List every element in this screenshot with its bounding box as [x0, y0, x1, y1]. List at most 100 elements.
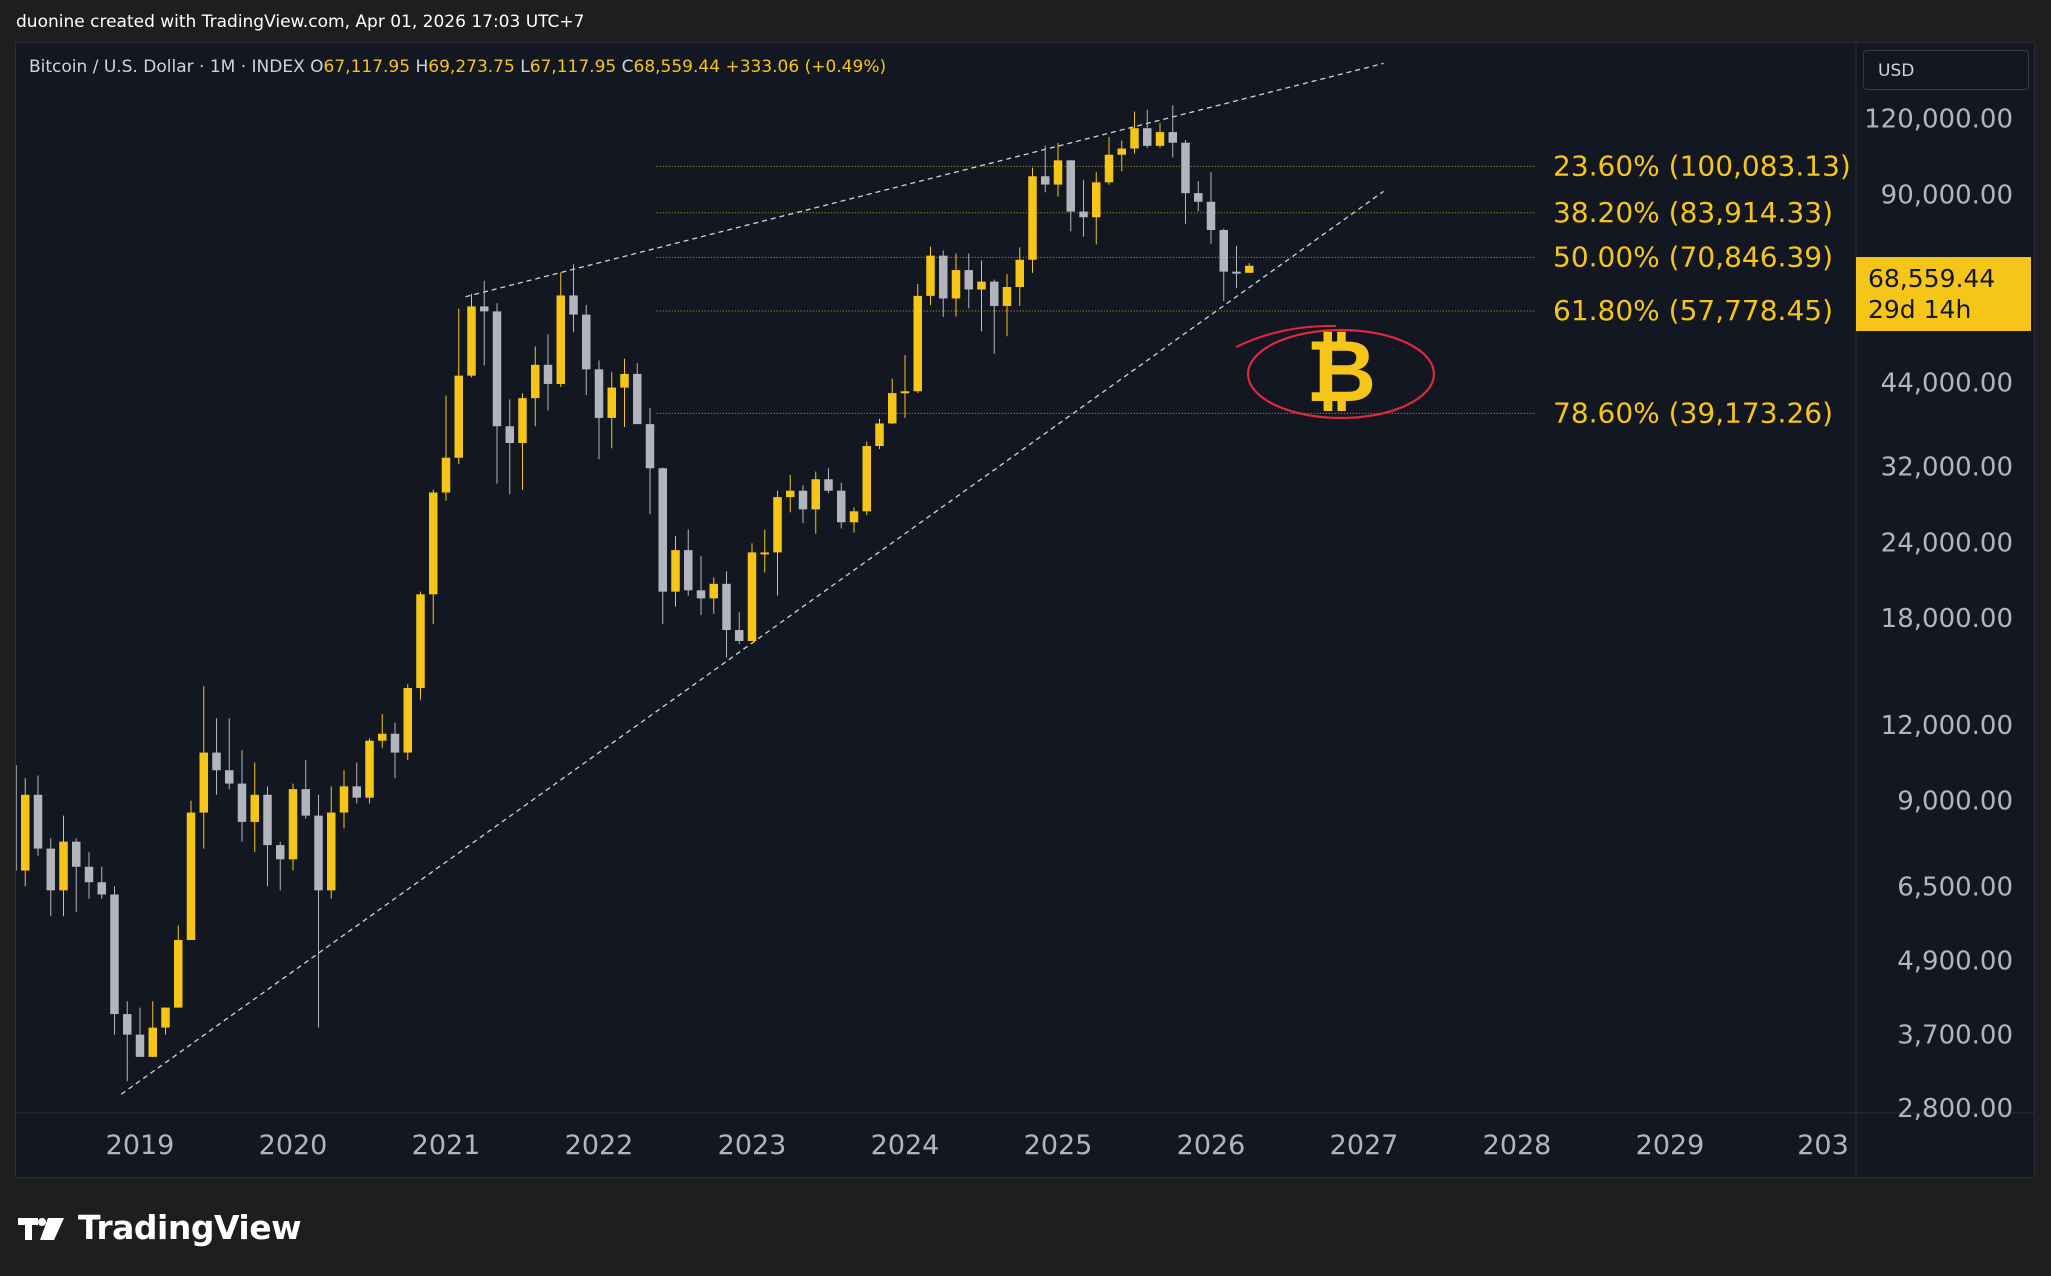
candle-body — [747, 552, 757, 641]
open-value: 67,117.95 — [323, 57, 411, 77]
y-tick-label: 32,000.00 — [1881, 453, 2013, 483]
candle-body — [352, 786, 361, 798]
candle-body — [786, 490, 795, 498]
candle-body — [148, 1027, 157, 1057]
candle-body — [849, 511, 859, 523]
candle-body — [658, 468, 667, 592]
x-tick-label: 2021 — [412, 1130, 481, 1161]
candle-body — [429, 492, 438, 595]
x-tick-label: 2022 — [565, 1130, 634, 1161]
candle-body — [543, 364, 553, 384]
candle-body — [1028, 176, 1037, 260]
candle-body — [1155, 132, 1165, 146]
fib-level-label: 78.60% (39,173.26) — [1553, 396, 1833, 429]
chart-frame[interactable]: 23.60% (100,083.13) 38.20% (83,914.33) 50.… — [15, 42, 2035, 1178]
x-tick-label: 2024 — [871, 1130, 940, 1161]
candle-body — [798, 490, 808, 510]
candle-body — [1194, 193, 1203, 202]
high-label: H — [415, 57, 429, 77]
candle-body — [186, 812, 196, 940]
candle-body — [416, 594, 425, 689]
candle-body — [454, 375, 463, 458]
candle-body — [441, 457, 451, 493]
brand-name: TradingView — [78, 1208, 302, 1247]
chart-svg[interactable]: 23.60% (100,083.13) 38.20% (83,914.33) 50.… — [16, 43, 2035, 1178]
candle-body — [926, 255, 935, 296]
candle-body — [161, 1007, 170, 1028]
x-tick-label: 2026 — [1177, 1130, 1246, 1161]
x-tick-label: 2019 — [106, 1130, 175, 1161]
candle-body — [250, 794, 259, 822]
candle-body — [314, 815, 323, 891]
candle-body — [276, 845, 285, 860]
candle-body — [1143, 128, 1152, 146]
candle-body — [212, 752, 221, 771]
candle-body — [875, 423, 884, 447]
fib-level-label: 61.80% (57,778.45) — [1553, 294, 1833, 327]
candle-body — [16, 765, 17, 871]
candle-body — [531, 364, 540, 399]
candle-body — [671, 550, 680, 592]
candle-body — [59, 841, 68, 891]
open-label: O — [310, 57, 324, 77]
candle-body — [301, 789, 310, 816]
candle-body — [862, 446, 871, 512]
candle-body — [225, 770, 234, 784]
candle-body — [1002, 286, 1012, 306]
candle-body — [1104, 154, 1114, 183]
candle-body — [480, 306, 489, 312]
x-tick-label: 2028 — [1483, 1130, 1552, 1161]
bitcoin-icon: ₿ — [1306, 322, 1376, 422]
candle-body — [696, 590, 706, 599]
y-tick-label: 9,000.00 — [1897, 787, 2013, 817]
y-tick-label: 6,500.00 — [1897, 872, 2013, 902]
candle-body — [518, 398, 527, 443]
candle-body — [110, 894, 119, 1015]
bar-countdown: 29d 14h — [1868, 295, 1972, 324]
candle-body — [72, 841, 81, 867]
candle-body — [1053, 160, 1063, 185]
high-value: 69,273.75 — [428, 57, 515, 77]
candle-body — [939, 255, 948, 299]
candle-body — [46, 848, 55, 891]
x-tick-label: 2025 — [1024, 1130, 1093, 1161]
symbol-title[interactable]: Bitcoin / U.S. Dollar · 1M · INDEX — [29, 57, 305, 77]
candle-body — [837, 490, 846, 523]
candle-body — [33, 794, 43, 849]
candle-body — [684, 550, 693, 591]
fib-level-label: 23.60% (100,083.13) — [1553, 149, 1851, 182]
candle-body — [582, 314, 591, 370]
candle-body — [1206, 201, 1216, 230]
candle-body — [390, 733, 400, 753]
candle-body — [556, 295, 565, 384]
candle-body — [84, 866, 94, 883]
candle-body — [773, 497, 782, 553]
candle-body — [1232, 271, 1241, 274]
tradingview-logo[interactable]: TradingView — [18, 1208, 302, 1247]
candle-body — [722, 583, 731, 631]
annotation-circle — [1246, 328, 1436, 420]
currency-selector[interactable]: USD — [1863, 50, 2029, 90]
candle-body — [403, 688, 412, 753]
x-tick-label: 203 — [1797, 1130, 1849, 1161]
fib-level-label: 38.20% (83,914.33) — [1553, 196, 1833, 229]
candle-body — [709, 583, 718, 599]
candle-body — [824, 479, 833, 491]
x-tick-label: 2027 — [1330, 1130, 1399, 1161]
candle-body — [888, 393, 897, 424]
trendline-lower — [120, 190, 1384, 1095]
y-tick-label: 2,800.00 — [1897, 1094, 2013, 1124]
x-tick-label: 2029 — [1636, 1130, 1705, 1161]
candle-body — [174, 939, 183, 1008]
ohlc-legend: Bitcoin / U.S. Dollar · 1M · INDEX O67,1… — [29, 57, 886, 77]
candle-body — [1130, 128, 1139, 149]
candle-body — [123, 1014, 132, 1035]
change-value: +333.06 (+0.49%) — [725, 57, 887, 77]
y-tick-label: 24,000.00 — [1881, 528, 2013, 558]
last-price-value: 68,559.44 — [1868, 264, 1996, 293]
y-tick-label: 3,700.00 — [1897, 1021, 2013, 1051]
candle-body — [760, 552, 769, 555]
candle-body — [977, 281, 986, 290]
candle-body — [1168, 132, 1177, 143]
candle-body — [735, 630, 744, 641]
